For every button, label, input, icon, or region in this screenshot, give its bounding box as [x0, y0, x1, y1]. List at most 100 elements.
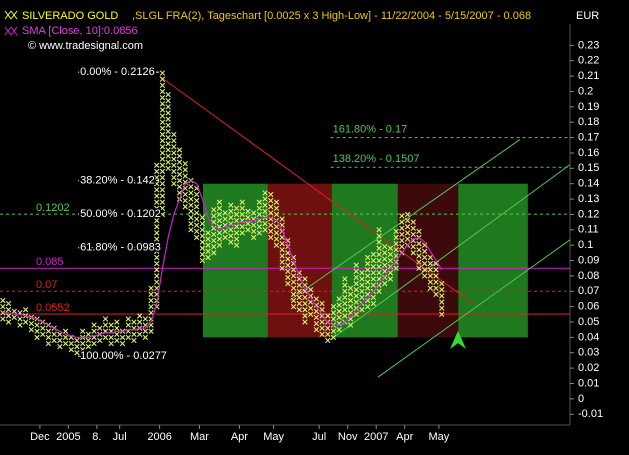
pf-column: [131, 319, 137, 344]
pf-column: [439, 280, 445, 318]
pf-column: [205, 230, 211, 261]
y-tick-label: 0.23: [578, 39, 599, 51]
title-icon: [4, 10, 18, 20]
pf-column: [364, 254, 371, 310]
zone: [397, 183, 459, 338]
y-tick-label: -0.01: [578, 408, 603, 420]
pf-column: [159, 70, 166, 218]
pf-column: [433, 260, 439, 298]
fib-label: 38.20% - 0.142: [80, 175, 155, 187]
pf-column: [336, 296, 342, 333]
y-tick-label: 0.02: [578, 362, 599, 374]
x-tick-label: 2007: [364, 431, 388, 443]
pf-column: [5, 300, 12, 325]
level-label: 0.07: [36, 279, 57, 291]
x-tick-label: 8.: [92, 431, 101, 443]
pf-column: [91, 322, 97, 347]
fib-label: 61.80% - 0.0983: [80, 242, 161, 254]
y-tick-label: 0.06: [578, 301, 599, 313]
pf-column: [239, 199, 245, 236]
x-tick-label: Nov: [338, 431, 358, 443]
pf-column: [40, 319, 46, 338]
pf-column: [114, 319, 120, 344]
y-tick-label: 0.13: [578, 193, 599, 205]
pf-column: [233, 205, 240, 248]
fib-label: 0.00% - 0.2126: [80, 66, 155, 78]
pf-column: [148, 285, 154, 334]
arrow-marker: [450, 331, 466, 349]
y-tick-label: 0: [578, 393, 584, 405]
pf-column: [11, 308, 17, 321]
chart-subtitle: ,SLGL FRA(2), Tageschart [0.0025 x 3 Hig…: [132, 10, 531, 22]
zone: [267, 183, 332, 338]
pf-column: [290, 254, 297, 310]
pf-column: [62, 328, 69, 347]
y-tick-label: 0.1: [578, 239, 593, 251]
pf-column: [222, 210, 228, 241]
pf-column: [51, 325, 57, 344]
pf-column: [193, 185, 200, 241]
pf-column: [376, 227, 382, 294]
x-tick-label: Apr: [231, 431, 248, 443]
chart-title: SILVERADO GOLD: [22, 10, 118, 22]
fib-label: 100.00% - 0.0277: [80, 350, 167, 362]
y-tick-label: 0.05: [578, 316, 599, 328]
level-label: 0.085: [36, 256, 64, 268]
pf-column: [171, 131, 177, 187]
y-tick-label: 0.22: [578, 55, 599, 67]
y-tick-label: 0.18: [578, 116, 599, 128]
x-tick-label: 2005: [56, 431, 80, 443]
pf-column: [216, 199, 223, 248]
level-label: 0.0552: [36, 302, 70, 314]
x-tick-label: Dec: [30, 431, 50, 443]
x-tick-label: May: [263, 431, 284, 443]
y-tick-label: 0.04: [578, 331, 599, 343]
pf-column: [382, 244, 388, 287]
pf-column: [85, 331, 92, 350]
pf-column: [125, 316, 131, 341]
fib-label: 50.00% - 0.1202: [80, 208, 161, 220]
level-label: 0.1202: [36, 202, 70, 214]
pf-column: [119, 328, 126, 347]
pf-column: [296, 270, 302, 313]
x-tick-label: May: [429, 431, 450, 443]
x-tick-label: 2006: [147, 431, 171, 443]
fib-label: 138.20% - 0.1507: [333, 153, 420, 165]
x-tick-label: Jul: [312, 431, 326, 443]
y-tick-label: 0.19: [578, 101, 599, 113]
pf-column: [268, 191, 274, 241]
y-tick-label: 0.14: [578, 178, 599, 190]
pf-column: [421, 242, 428, 279]
pf-column: [313, 296, 320, 333]
y-axis-label: EUR: [576, 10, 599, 22]
pf-column: [387, 245, 394, 282]
pf-column: [74, 337, 80, 356]
y-tick-label: 0.08: [578, 270, 599, 282]
pf-column: [228, 202, 234, 245]
copyright: © www.tradesignal.com: [28, 40, 143, 52]
y-tick-label: 0.17: [578, 131, 599, 143]
x-tick-label: Mar: [190, 431, 209, 443]
trend-line: [329, 164, 571, 341]
y-tick-label: 0.15: [578, 162, 599, 174]
y-tick-label: 0.07: [578, 285, 599, 297]
pf-column: [199, 214, 206, 264]
pf-column: [108, 322, 114, 347]
y-tick-label: 0.21: [578, 70, 599, 82]
sma-line: [2, 179, 443, 338]
pf-column: [410, 219, 416, 256]
pf-column: [102, 316, 109, 341]
y-tick-label: 0.11: [578, 224, 599, 236]
pf-column: [57, 331, 63, 350]
y-tick-label: 0.12: [578, 208, 599, 220]
pf-column: [211, 207, 217, 256]
pf-column: [165, 91, 171, 172]
pf-column: [353, 262, 359, 318]
pf-column: [68, 334, 74, 353]
pf-column: [393, 228, 399, 271]
pf-column: [250, 210, 257, 241]
x-tick-label: Jul: [113, 431, 127, 443]
y-tick-label: 0.16: [578, 147, 599, 159]
sma-icon: [4, 26, 18, 36]
